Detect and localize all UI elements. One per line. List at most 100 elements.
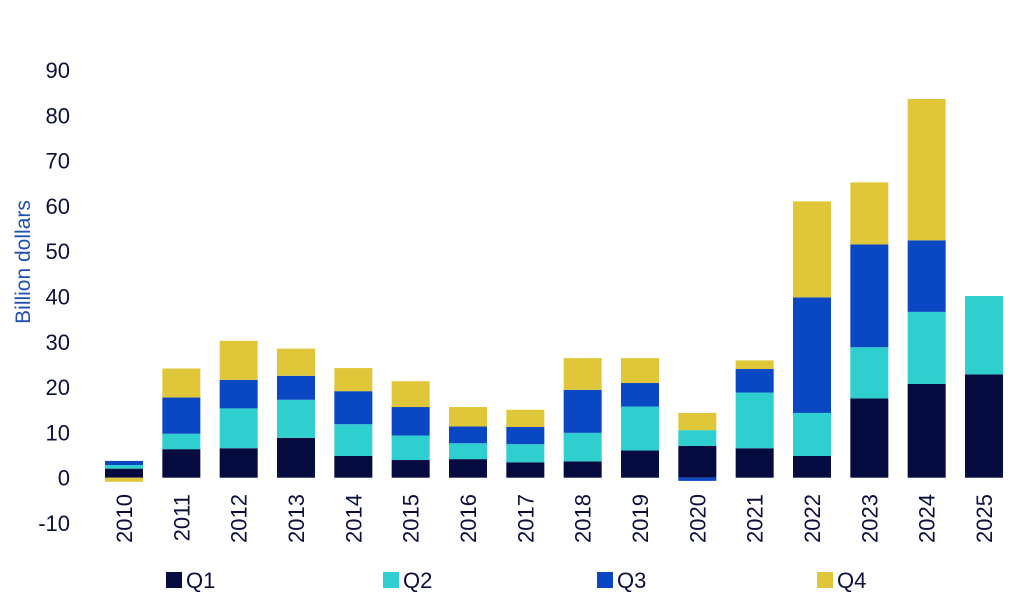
bar-segment-q3 — [219, 379, 258, 409]
x-tick-label: 2018 — [571, 494, 596, 543]
bar-segment-q4 — [277, 348, 315, 376]
bar-segment-q2 — [277, 399, 315, 438]
x-tick-label: 2022 — [800, 494, 825, 543]
x-tick-label: 2011 — [169, 494, 194, 541]
legend-label-q1: Q1 — [186, 568, 215, 593]
bar-segment-q4 — [105, 477, 143, 482]
legend-swatch-q2 — [383, 572, 399, 588]
bar-segment-q2 — [621, 406, 659, 451]
y-axis-label: Billion dollars — [12, 200, 35, 324]
bars-group — [105, 98, 1003, 482]
bar-segment-q2 — [678, 430, 717, 446]
bar-segment-q2 — [219, 408, 258, 449]
bar-segment-q2 — [162, 433, 201, 450]
bar-segment-q4 — [391, 381, 430, 408]
y-tick-label: 40 — [46, 285, 70, 310]
bar-segment-q3 — [277, 375, 315, 400]
bar-segment-q2 — [334, 424, 373, 456]
bar-segment-q4 — [678, 412, 717, 431]
y-tick-label: 0 — [58, 466, 70, 491]
bar-segment-q3 — [735, 368, 774, 393]
bar-segment-q4 — [850, 182, 889, 245]
legend-label-q4: Q4 — [837, 568, 866, 593]
bar-segment-q4 — [162, 368, 201, 398]
bar-segment-q1 — [850, 398, 889, 478]
bar-segment-q4 — [621, 358, 659, 384]
x-tick-label: 2015 — [399, 494, 424, 543]
y-tick-label: 30 — [46, 330, 70, 355]
x-tick-label: 2023 — [857, 494, 882, 543]
bar-segment-q2 — [850, 347, 889, 399]
bar-segment-q3 — [334, 391, 373, 425]
bar-segment-q1 — [219, 448, 258, 478]
bar-segment-q1 — [162, 449, 201, 478]
x-tick-label: 2014 — [341, 494, 366, 543]
bar-segment-q1 — [449, 459, 487, 478]
bar-segment-q3 — [506, 426, 545, 445]
x-tick-label: 2021 — [743, 494, 768, 543]
bar-segment-q2 — [506, 444, 545, 463]
bar-segment-q3 — [678, 477, 717, 481]
bar-segment-q4 — [793, 201, 831, 298]
x-tick-label: 2010 — [112, 494, 137, 543]
x-tick-label: 2017 — [513, 494, 538, 543]
bar-segment-q3 — [850, 244, 889, 348]
x-tick-label: 2013 — [284, 494, 309, 543]
bar-segment-q1 — [105, 468, 143, 478]
x-tick-label: 2024 — [915, 494, 940, 543]
bar-segment-q2 — [907, 311, 946, 384]
bar-segment-q1 — [391, 460, 430, 478]
bar-segment-q2 — [391, 435, 430, 461]
bar-segment-q1 — [621, 450, 659, 478]
y-tick-label: 10 — [46, 420, 70, 445]
bar-segment-q3 — [907, 240, 946, 312]
bar-segment-q3 — [563, 389, 602, 433]
legend-swatch-q4 — [817, 572, 833, 588]
bar-segment-q4 — [907, 98, 946, 241]
bar-segment-q1 — [907, 383, 946, 478]
bar-segment-q1 — [965, 374, 1003, 478]
y-tick-label: 70 — [46, 149, 70, 174]
y-tick-label: -10 — [38, 511, 70, 536]
legend-swatch-q1 — [166, 572, 182, 588]
bar-segment-q2 — [563, 432, 602, 462]
x-axis-ticks: 2010 2011 2012 2013 2014 2015 2016 2017 2018 2019… — [112, 494, 997, 543]
bar-segment-q1 — [793, 455, 831, 478]
legend-label-q3: Q3 — [617, 568, 646, 593]
bar-segment-q3 — [162, 397, 201, 434]
y-axis-ticks: -10 0 10 20 30 40 50 60 70 80 90 — [38, 58, 70, 536]
bar-segment-q3 — [621, 383, 659, 407]
x-tick-label: 2019 — [628, 494, 653, 543]
bar-segment-q2 — [965, 296, 1003, 375]
y-tick-label: 80 — [46, 103, 70, 128]
bar-segment-q4 — [735, 360, 774, 369]
bar-segment-q3 — [105, 460, 143, 466]
bar-segment-q3 — [793, 297, 831, 413]
x-tick-label: 2016 — [456, 494, 481, 543]
bar-segment-q1 — [563, 461, 602, 478]
bar-segment-q1 — [678, 445, 717, 478]
bar-segment-q2 — [793, 412, 831, 456]
bar-segment-q2 — [449, 443, 487, 460]
bar-segment-q1 — [506, 462, 545, 478]
x-tick-label: 2025 — [972, 494, 997, 543]
bar-segment-q3 — [449, 426, 487, 444]
y-tick-label: 50 — [46, 239, 70, 264]
bar-segment-q1 — [334, 455, 373, 478]
legend-swatch-q3 — [597, 572, 613, 588]
legend-label-q2: Q2 — [403, 568, 432, 593]
y-tick-label: 90 — [46, 58, 70, 83]
bar-segment-q3 — [391, 407, 430, 436]
x-tick-label: 2020 — [685, 494, 710, 543]
legend: Q1 Q2 Q3 Q4 — [166, 568, 866, 593]
y-tick-label: 60 — [46, 194, 70, 219]
x-tick-label: 2012 — [227, 494, 252, 543]
bar-segment-q1 — [277, 437, 315, 478]
y-tick-label: 20 — [46, 375, 70, 400]
bar-segment-q2 — [735, 392, 774, 449]
bar-segment-q4 — [506, 409, 545, 427]
bar-segment-q1 — [735, 448, 774, 478]
bar-segment-q4 — [563, 358, 602, 390]
bar-segment-q4 — [219, 340, 258, 380]
